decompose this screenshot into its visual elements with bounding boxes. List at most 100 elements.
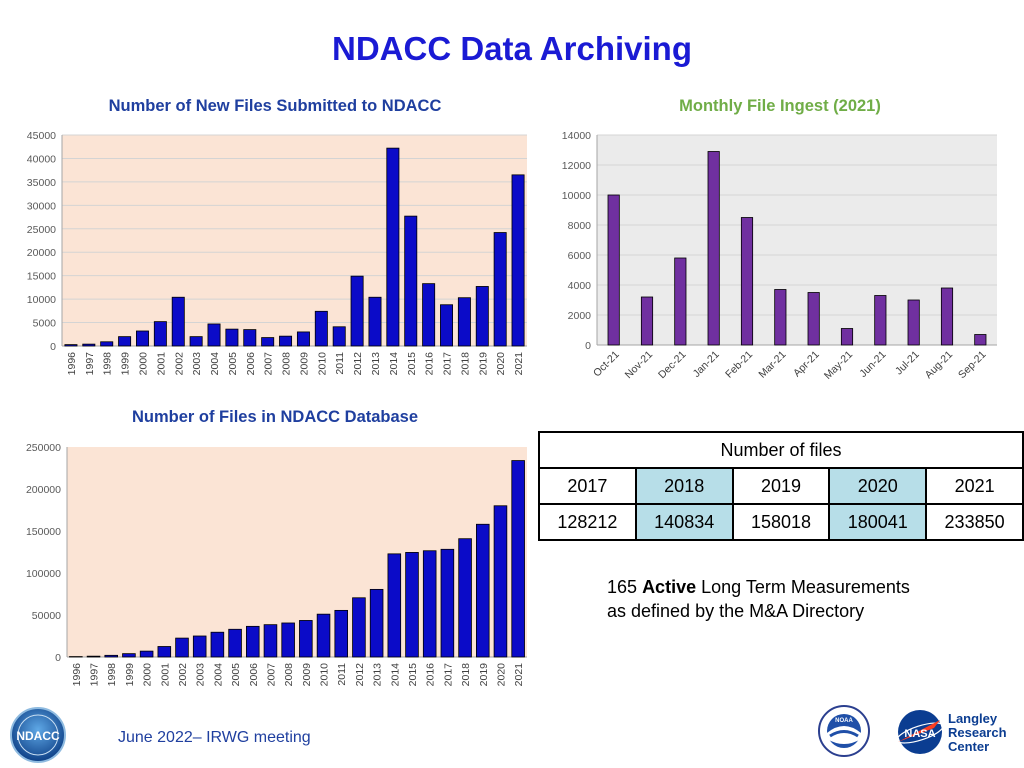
x-tick-label: 2015 <box>407 663 419 687</box>
y-tick-label: 14000 <box>562 130 591 142</box>
x-tick-label: Apr-21 <box>791 349 822 380</box>
bar <box>457 297 471 347</box>
y-tick-label: 12000 <box>562 160 591 172</box>
x-tick-label: 2019 <box>477 352 489 376</box>
x-tick-label: 2018 <box>460 663 472 687</box>
bar <box>422 550 437 658</box>
y-tick-label: 15000 <box>27 271 56 283</box>
x-tick-label: 2002 <box>173 352 185 376</box>
table-count-cell: 158018 <box>731 503 831 541</box>
chart-database-files: 0 50000 100000 150000 200000 250000 1996 1997 19… <box>26 442 527 687</box>
x-tick-label: 2003 <box>195 663 207 687</box>
table-header-row: Number of files <box>538 431 1024 469</box>
x-tick-label: Dec-21 <box>656 349 689 382</box>
table-year-cell: 2018 <box>634 467 734 505</box>
nasa-logo: NASA <box>896 710 944 754</box>
x-tick-label: 2020 <box>495 352 507 376</box>
bar <box>118 336 132 347</box>
bar <box>740 217 754 346</box>
bar <box>940 287 954 346</box>
x-tick-label: 2001 <box>159 663 171 687</box>
y-tick-label: 10000 <box>27 294 56 306</box>
x-tick-label: 2000 <box>137 352 149 376</box>
x-tick-label: 2021 <box>513 663 525 687</box>
plot-area <box>597 135 997 345</box>
langley-line-1: Langley <box>948 711 998 726</box>
y-tick-label: 2000 <box>568 310 592 322</box>
bar <box>122 653 136 658</box>
bar <box>422 283 436 347</box>
x-tick-label: 2012 <box>352 352 364 376</box>
note-bold-word: Active <box>642 577 697 597</box>
x-tick-label: 2013 <box>372 663 384 687</box>
y-tick-label: 10000 <box>562 190 591 202</box>
x-tick-label: 2010 <box>316 352 328 376</box>
note-line-1: 165 Active Long Term Measurements <box>607 575 910 599</box>
bar <box>135 330 149 347</box>
x-tick-label: 2012 <box>354 663 366 687</box>
bar <box>316 613 331 658</box>
x-tick-label: 2007 <box>265 663 277 687</box>
x-tick-label: 1996 <box>71 663 83 687</box>
y-tick-label: 8000 <box>568 220 592 232</box>
x-tick-label: 2000 <box>142 663 154 687</box>
bar <box>511 460 525 658</box>
x-tick-label: Oct-21 <box>591 349 622 380</box>
bar <box>475 523 490 658</box>
bar <box>64 344 78 347</box>
bar <box>840 328 854 346</box>
table-count-cell: 180041 <box>828 503 928 541</box>
langley-logo-text: Langley Research Center <box>948 712 1007 754</box>
x-tick-label: 1997 <box>84 352 96 376</box>
bar <box>334 609 349 658</box>
chart-database-files-title: Number of Files in NDACC Database <box>131 408 419 426</box>
bar <box>640 296 654 346</box>
y-tick-label: 150000 <box>26 526 61 538</box>
bar <box>279 335 293 347</box>
x-tick-label: 2001 <box>155 352 167 376</box>
x-tick-label: 2014 <box>388 352 400 376</box>
x-tick-label: 1999 <box>124 663 136 687</box>
x-tick-label: 2018 <box>459 352 471 376</box>
table-header: Number of files <box>538 431 1024 469</box>
x-tick-label: 2010 <box>319 663 331 687</box>
bar <box>458 538 472 658</box>
bar <box>263 624 278 658</box>
ndacc-logo: NDACC <box>10 707 66 763</box>
bar <box>207 323 221 347</box>
bar <box>707 151 720 346</box>
x-tick-label: 2017 <box>442 352 454 376</box>
ndacc-logo-text: NDACC <box>16 729 60 743</box>
table-count-cell: 128212 <box>538 503 637 541</box>
table-year-cell: 2020 <box>828 467 928 505</box>
x-tick-label: 2003 <box>191 352 203 376</box>
note-line1-rest: Long Term Measurements <box>701 577 910 597</box>
bar <box>157 646 172 658</box>
y-tick-label: 30000 <box>27 200 56 212</box>
y-tick-label: 5000 <box>33 318 57 330</box>
x-tick-label: 1997 <box>89 663 101 687</box>
x-tick-label: 2021 <box>513 352 525 376</box>
x-tick-label: 2016 <box>425 663 437 687</box>
x-tick-label: 2008 <box>283 663 295 687</box>
x-tick-label: 2002 <box>177 663 189 687</box>
bar <box>874 295 887 346</box>
y-tick-label: 4000 <box>568 280 592 292</box>
bar <box>332 326 346 347</box>
langley-line-2: Research <box>948 725 1007 740</box>
bar <box>314 310 328 347</box>
bar <box>368 296 382 347</box>
x-tick-label: Feb-21 <box>723 349 755 381</box>
bar <box>907 299 920 346</box>
x-tick-label: Jun-21 <box>857 349 888 380</box>
x-tick-label: 2009 <box>301 663 313 687</box>
note-count: 165 <box>607 577 638 597</box>
footer-text: June 2022– IRWG meeting <box>118 729 311 746</box>
bar <box>405 552 419 658</box>
x-tick-label: 2015 <box>406 352 418 376</box>
y-tick-label: 45000 <box>27 130 56 142</box>
chart-monthly-ingest: 0 2000 4000 6000 8000 10000 12000 14000 Oct-21 No… <box>562 130 997 382</box>
bar <box>386 147 400 347</box>
bar <box>974 334 987 346</box>
files-count-table: Number of files 2017 2018 2019 2020 2021… <box>538 431 1024 541</box>
